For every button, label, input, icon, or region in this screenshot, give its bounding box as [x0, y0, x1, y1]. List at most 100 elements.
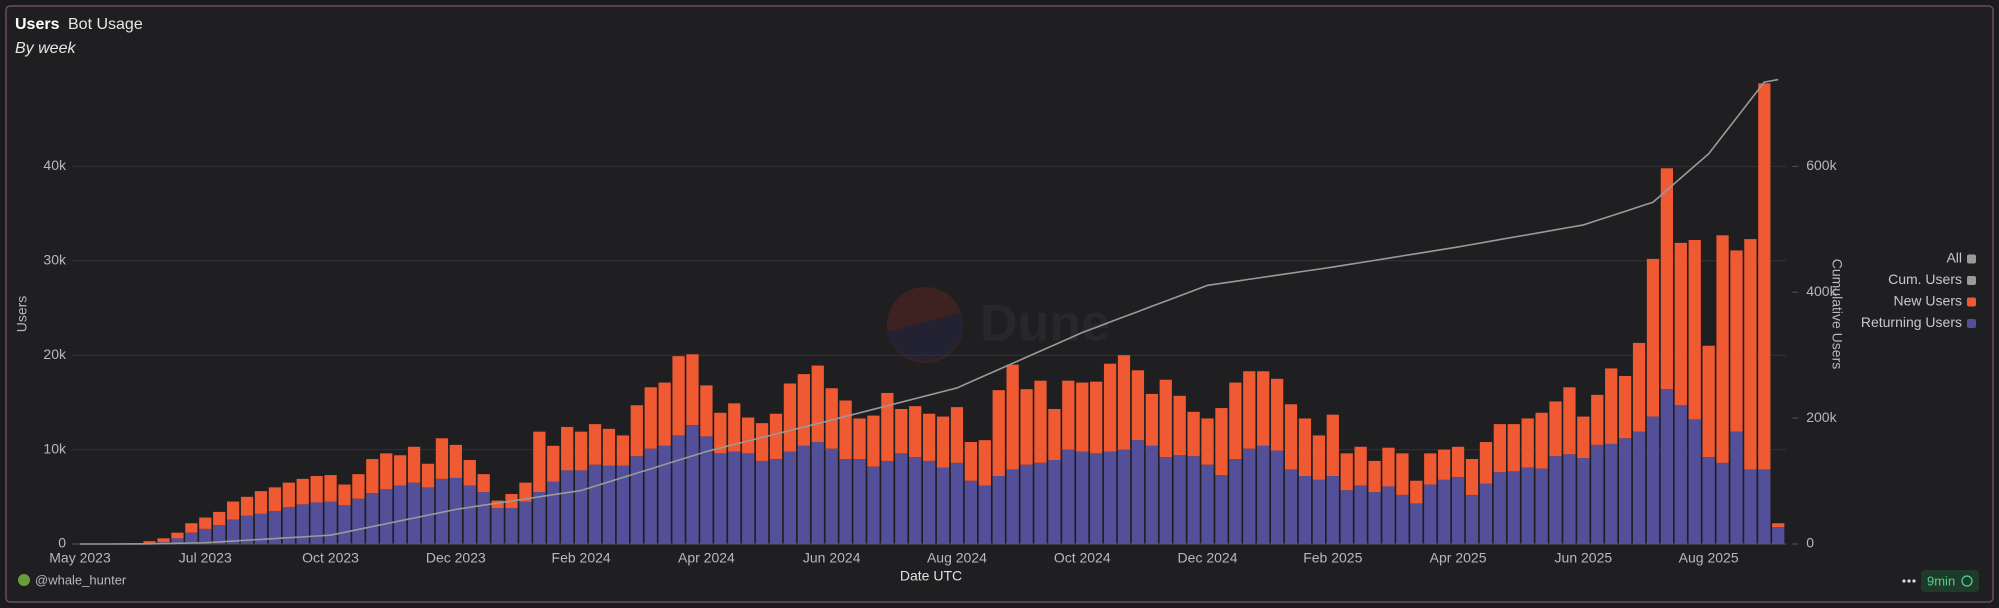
bar-segment: [380, 453, 393, 490]
menu-dot: [1902, 579, 1906, 583]
bar-segment: [630, 405, 643, 457]
bar-segment: [407, 446, 421, 483]
legend-item[interactable]: New Users: [1894, 293, 1976, 309]
bar-segment: [630, 456, 643, 544]
bar-segment: [421, 463, 435, 488]
bar-segment: [282, 507, 295, 544]
legend-item[interactable]: Returning Users: [1861, 314, 1976, 330]
bar-segment: [1090, 381, 1103, 454]
bar-segment: [1187, 411, 1200, 457]
bar-segment: [672, 356, 685, 436]
bar-segment: [867, 466, 880, 544]
bar-segment: [1563, 454, 1576, 544]
bar-segment: [1229, 382, 1242, 460]
bar-segment: [1646, 416, 1660, 544]
bar-segment: [1159, 379, 1172, 458]
bar-segment: [797, 445, 810, 544]
bar-segment: [1117, 355, 1131, 450]
legend-swatch: [1967, 254, 1976, 264]
bar-segment: [714, 412, 727, 454]
bar-segment: [477, 474, 490, 493]
bar-segment: [338, 505, 351, 544]
bar-segment: [616, 435, 630, 466]
x-tick-label: Oct 2023: [302, 550, 359, 566]
legend-swatch: [1967, 276, 1976, 285]
x-tick-label: Aug 2024: [927, 550, 987, 566]
bar-segment: [769, 459, 783, 544]
x-tick-label: Feb 2025: [1303, 550, 1362, 566]
author-name[interactable]: @whale_hunter: [35, 572, 127, 587]
bar-segment: [1632, 342, 1646, 432]
bar-segment: [574, 470, 588, 544]
bar-segment: [505, 508, 518, 544]
bar-segment: [296, 478, 309, 505]
bar-segment: [978, 440, 991, 486]
bar-segment: [324, 475, 337, 502]
y-axis-title: Users: [14, 296, 30, 333]
bar-segment: [1006, 469, 1019, 544]
bar-segment: [1062, 449, 1075, 544]
bar-segment: [1229, 459, 1242, 544]
bar-segment: [1298, 476, 1312, 544]
bar-segment: [1716, 462, 1729, 544]
bar-segment: [171, 538, 184, 544]
bar-segment: [1563, 387, 1576, 455]
bar-segment: [1145, 393, 1158, 446]
y-tick-label: 40k: [43, 157, 67, 173]
bar-segment: [1340, 453, 1353, 491]
bar-segment: [1438, 449, 1451, 480]
bar-segment: [213, 525, 226, 544]
bar-segment: [1396, 494, 1409, 544]
bar-segment: [352, 474, 365, 499]
legend-swatch: [1967, 297, 1976, 307]
bar-segment: [1660, 168, 1674, 390]
bar-segment: [254, 513, 268, 544]
legend-item[interactable]: All: [1946, 250, 1976, 266]
bar-segment: [728, 403, 741, 452]
bar-segment: [1284, 469, 1298, 544]
x-tick-label: Oct 2024: [1054, 550, 1111, 566]
bar-segment: [1605, 443, 1618, 544]
bar-segment: [1215, 475, 1228, 544]
bar-segment: [1312, 479, 1326, 544]
bar-segment: [477, 492, 490, 544]
chart-subtitle[interactable]: Bot Usage: [68, 16, 143, 33]
bar-segment: [449, 477, 462, 544]
more-menu[interactable]: [1902, 579, 1916, 583]
bar-segment: [895, 453, 908, 544]
bar-segment: [1577, 416, 1590, 459]
bar-segment: [1270, 378, 1284, 451]
bar-segment: [240, 496, 254, 516]
bar-segment: [1257, 371, 1270, 446]
bar-segment: [547, 445, 560, 482]
bar-segment: [185, 532, 198, 544]
legend-label: Cum. Users: [1888, 271, 1962, 287]
bar-segment: [909, 406, 922, 458]
refresh-badge[interactable]: 9min: [1921, 570, 1979, 592]
bar-segment: [602, 465, 616, 544]
bar-segment: [867, 415, 880, 467]
bar-segment: [616, 465, 630, 544]
bar-segment: [1215, 408, 1228, 476]
bar-segment: [1660, 389, 1674, 544]
y2-axis-title: Cumulative Users: [1829, 259, 1845, 369]
watermark-logo: [887, 287, 963, 363]
bar-segment: [811, 442, 824, 544]
bar-segment: [881, 460, 894, 544]
bar-segment: [1159, 457, 1172, 544]
bar-segment: [1758, 469, 1771, 544]
bar-segment: [1702, 345, 1715, 458]
bar-segment: [728, 451, 741, 544]
bar-segment: [1772, 523, 1785, 528]
bar-segment: [978, 485, 991, 544]
bar-segment: [1451, 476, 1465, 544]
bar-segment: [1131, 370, 1145, 441]
bar-segment: [602, 428, 616, 466]
x-tick-label: Feb 2024: [552, 550, 611, 566]
bar-segment: [1368, 460, 1381, 493]
legend-item[interactable]: Cum. Users: [1888, 271, 1976, 287]
bar-segment: [1243, 448, 1256, 544]
x-tick-label: Jul 2023: [179, 550, 232, 566]
bar-segment: [463, 485, 476, 544]
